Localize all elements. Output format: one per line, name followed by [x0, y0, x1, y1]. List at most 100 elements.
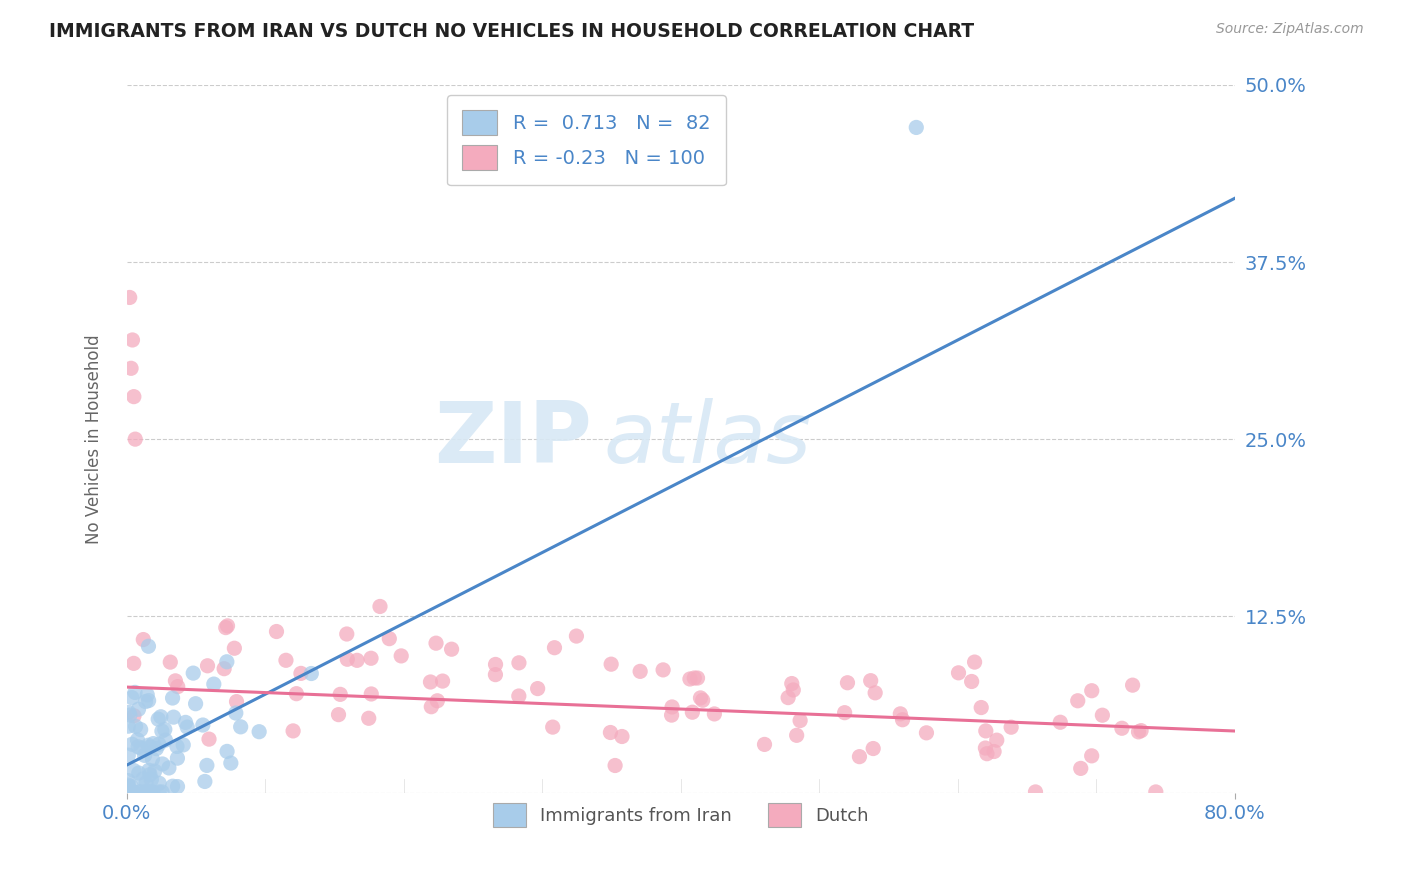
- Point: [426, 694, 449, 708]
- Point: [117, 778, 139, 792]
- Point: [132, 632, 155, 647]
- Point: [184, 697, 207, 711]
- Point: [122, 785, 145, 799]
- Point: [120, 780, 142, 794]
- Point: [219, 756, 242, 770]
- Point: [565, 629, 588, 643]
- Point: [360, 651, 382, 665]
- Point: [274, 653, 297, 667]
- Point: [686, 671, 709, 685]
- Point: [124, 685, 146, 699]
- Point: [127, 739, 149, 754]
- Point: [153, 723, 176, 737]
- Point: [181, 666, 204, 681]
- Point: [440, 642, 463, 657]
- Point: [419, 675, 441, 690]
- Point: [970, 700, 993, 714]
- Point: [150, 724, 173, 739]
- Point: [1049, 715, 1071, 730]
- Point: [863, 686, 886, 700]
- Point: [166, 780, 188, 794]
- Point: [778, 690, 800, 705]
- Point: [357, 711, 380, 725]
- Point: [782, 683, 804, 698]
- Point: [599, 725, 621, 739]
- Point: [681, 705, 703, 719]
- Point: [484, 667, 506, 681]
- Point: [346, 653, 368, 667]
- Point: [117, 706, 139, 720]
- Point: [124, 719, 146, 733]
- Text: Source: ZipAtlas.com: Source: ZipAtlas.com: [1216, 22, 1364, 37]
- Point: [905, 120, 928, 135]
- Point: [120, 785, 142, 799]
- Point: [134, 748, 156, 763]
- Point: [195, 758, 218, 772]
- Point: [138, 640, 160, 654]
- Point: [290, 666, 312, 681]
- Point: [215, 621, 238, 635]
- Point: [176, 720, 198, 734]
- Legend: Immigrants from Iran, Dutch: Immigrants from Iran, Dutch: [486, 797, 876, 834]
- Point: [837, 675, 859, 690]
- Point: [159, 655, 181, 669]
- Point: [1000, 720, 1022, 734]
- Point: [136, 688, 159, 702]
- Point: [121, 737, 143, 751]
- Point: [117, 785, 139, 799]
- Point: [197, 658, 219, 673]
- Point: [1122, 678, 1144, 692]
- Y-axis label: No Vehicles in Household: No Vehicles in Household: [86, 334, 103, 544]
- Point: [541, 720, 564, 734]
- Point: [692, 693, 714, 707]
- Point: [127, 732, 149, 747]
- Point: [174, 715, 197, 730]
- Point: [1067, 694, 1090, 708]
- Point: [683, 671, 706, 685]
- Point: [834, 706, 856, 720]
- Point: [754, 738, 776, 752]
- Point: [780, 676, 803, 690]
- Point: [215, 655, 238, 669]
- Point: [652, 663, 675, 677]
- Point: [138, 693, 160, 707]
- Point: [1091, 708, 1114, 723]
- Point: [215, 744, 238, 758]
- Point: [122, 390, 145, 404]
- Point: [285, 687, 308, 701]
- Point: [121, 333, 143, 347]
- Point: [118, 782, 141, 797]
- Point: [142, 785, 165, 799]
- Point: [217, 619, 239, 633]
- Point: [610, 730, 633, 744]
- Point: [891, 713, 914, 727]
- Point: [128, 766, 150, 780]
- Point: [118, 290, 141, 304]
- Point: [128, 785, 150, 799]
- Point: [368, 599, 391, 614]
- Point: [786, 728, 808, 742]
- Point: [212, 662, 235, 676]
- Point: [689, 690, 711, 705]
- Point: [266, 624, 288, 639]
- Point: [378, 632, 401, 646]
- Point: [128, 785, 150, 799]
- Point: [420, 699, 443, 714]
- Point: [986, 733, 1008, 747]
- Point: [281, 723, 304, 738]
- Point: [150, 785, 173, 799]
- Point: [135, 785, 157, 799]
- Point: [789, 714, 811, 728]
- Point: [329, 687, 352, 701]
- Point: [526, 681, 548, 696]
- Point: [166, 751, 188, 765]
- Point: [508, 656, 530, 670]
- Point: [1080, 683, 1102, 698]
- Point: [129, 723, 152, 737]
- Point: [1128, 724, 1150, 739]
- Point: [1111, 721, 1133, 735]
- Text: ZIP: ZIP: [434, 398, 592, 481]
- Point: [166, 739, 188, 754]
- Point: [135, 776, 157, 790]
- Point: [143, 764, 166, 778]
